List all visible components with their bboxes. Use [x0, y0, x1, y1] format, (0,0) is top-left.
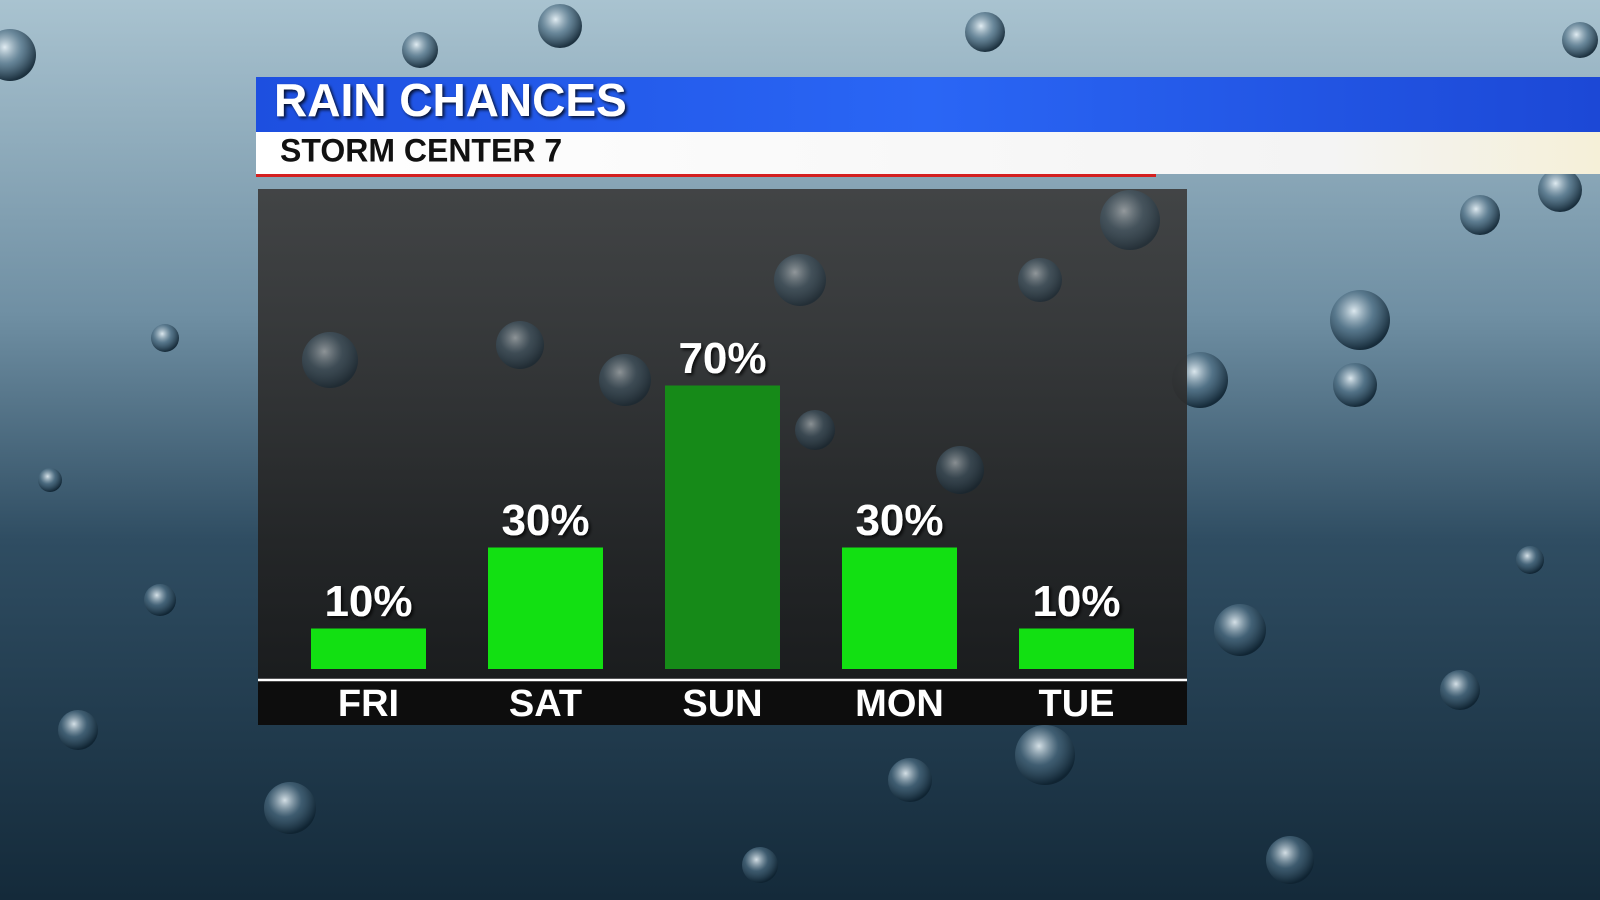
bar	[488, 547, 603, 669]
bar	[1019, 628, 1134, 669]
value-label: 30%	[501, 496, 589, 545]
raindrops	[0, 4, 1598, 884]
value-label: 70%	[678, 334, 766, 383]
bar	[842, 547, 957, 669]
subtitle-bar	[256, 132, 1600, 174]
x-tick-label: SAT	[509, 683, 582, 725]
chart-title: RAIN CHANCES	[274, 74, 627, 126]
bar	[665, 385, 780, 669]
category-strip	[258, 681, 1187, 725]
chart-subtitle: STORM CENTER 7	[280, 132, 562, 168]
x-tick-label: SUN	[682, 683, 762, 725]
bar	[311, 628, 426, 669]
value-label: 10%	[324, 577, 412, 626]
x-tick-label: FRI	[338, 683, 399, 725]
accent-line	[256, 174, 1156, 177]
x-tick-label: TUE	[1039, 683, 1115, 725]
title-bar	[256, 77, 1600, 132]
x-tick-label: MON	[855, 683, 944, 725]
value-label: 10%	[1032, 577, 1120, 626]
value-label: 30%	[855, 496, 943, 545]
panel-raindrops	[302, 190, 1160, 494]
